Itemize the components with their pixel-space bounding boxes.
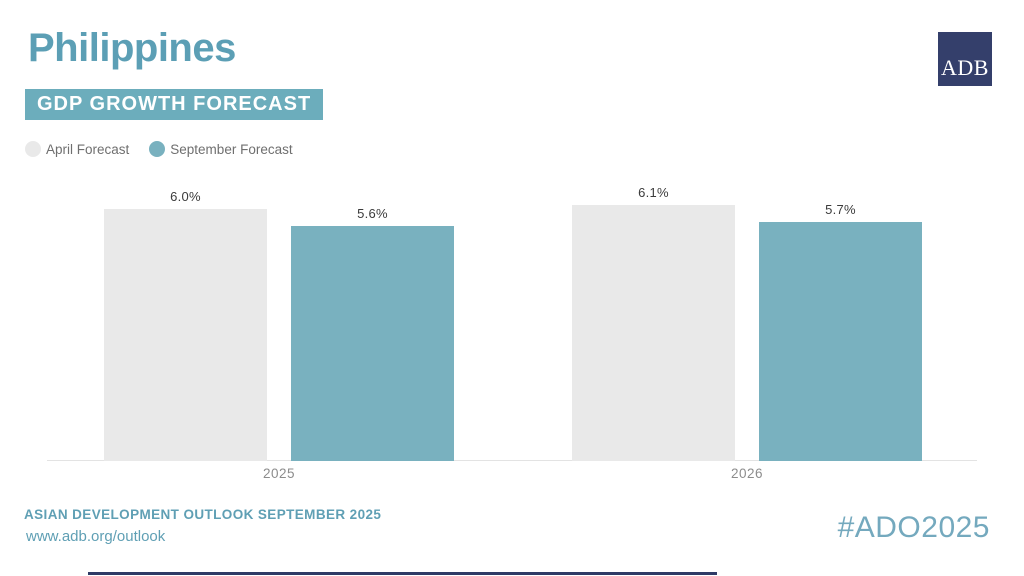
page-title: Philippines: [28, 26, 236, 70]
bar-september-2026: [759, 222, 922, 461]
bar-september-2025: [291, 226, 454, 461]
bar-value-label: 6.0%: [170, 189, 201, 204]
legend-item-label: September Forecast: [170, 141, 293, 157]
x-axis-category-label: 2026: [730, 466, 764, 481]
legend-item-april-forecast: April Forecast: [25, 141, 129, 157]
footer-url: www.adb.org/outlook: [26, 528, 166, 545]
legend-item-label: April Forecast: [46, 141, 130, 157]
chart-baseline: [47, 460, 977, 461]
bar-april-2026: [572, 205, 735, 461]
footer-hashtag: #ADO2025: [837, 511, 990, 544]
subtitle-badge: GDP GROWTH FORECAST: [25, 89, 324, 120]
bar-april-2025: [104, 209, 267, 461]
april-forecast-legend-dot-icon: [25, 141, 41, 157]
chart-legend: April Forecast September Forecast: [25, 141, 293, 157]
bottom-accent-bar: [88, 572, 717, 575]
footer-report-title: ASIAN DEVELOPMENT OUTLOOK SEPTEMBER 2025: [24, 507, 382, 522]
adb-logo: ADB: [938, 32, 992, 86]
bar-value-label: 5.6%: [357, 206, 388, 221]
x-axis-category-label: 2025: [262, 466, 296, 481]
bar-value-label: 6.1%: [638, 185, 669, 200]
legend-item-september-forecast: September Forecast: [149, 141, 293, 157]
bar-value-label: 5.7%: [825, 202, 856, 217]
subtitle-badge-label: GDP GROWTH FORECAST: [37, 93, 312, 115]
september-forecast-legend-dot-icon: [149, 141, 166, 157]
adb-logo-text: ADB: [941, 55, 989, 80]
